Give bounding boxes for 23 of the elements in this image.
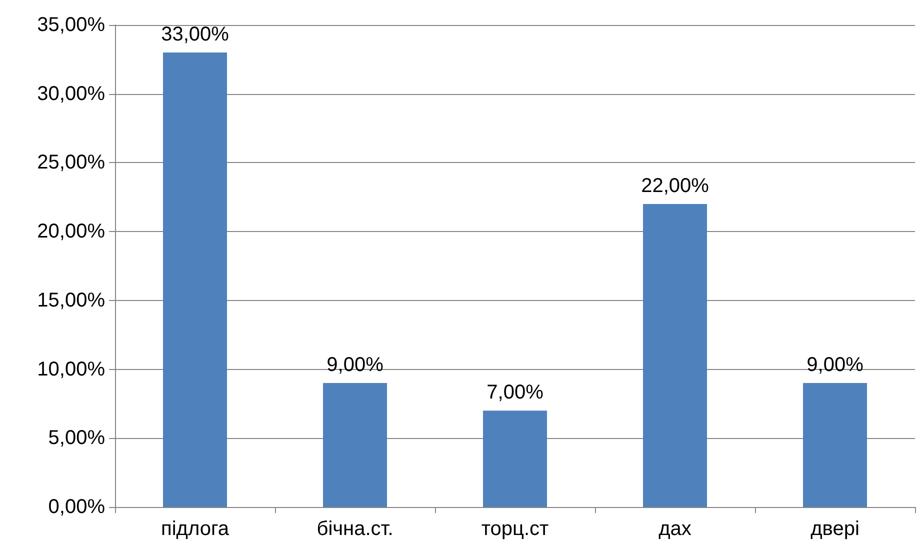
- data-label: 9,00%: [326, 354, 384, 376]
- bar: [643, 204, 707, 507]
- bar: [803, 383, 867, 507]
- y-tick-label: 25,00%: [37, 152, 106, 174]
- x-tick-label: дах: [658, 518, 692, 540]
- data-label: 7,00%: [486, 382, 544, 404]
- y-tick-label: 15,00%: [37, 289, 106, 312]
- bar: [323, 383, 387, 507]
- y-tick-label: 30,00%: [37, 82, 106, 105]
- bar: [483, 410, 547, 507]
- x-tick-label: бічна.ст.: [316, 518, 394, 540]
- x-tick-label: двері: [810, 518, 860, 540]
- bar: [163, 52, 227, 507]
- y-tick-label: 20,00%: [37, 220, 106, 243]
- y-tick-label: 35,00%: [37, 14, 106, 36]
- data-label: 9,00%: [806, 354, 864, 376]
- x-tick-label: торц.ст: [481, 518, 549, 540]
- y-tick-label: 5,00%: [48, 427, 106, 450]
- data-label: 33,00%: [161, 24, 230, 46]
- y-tick-label: 10,00%: [37, 358, 106, 380]
- x-tick-label: підлога: [161, 518, 230, 540]
- y-tick-label: 0,00%: [48, 496, 106, 518]
- data-label: 22,00%: [641, 175, 710, 198]
